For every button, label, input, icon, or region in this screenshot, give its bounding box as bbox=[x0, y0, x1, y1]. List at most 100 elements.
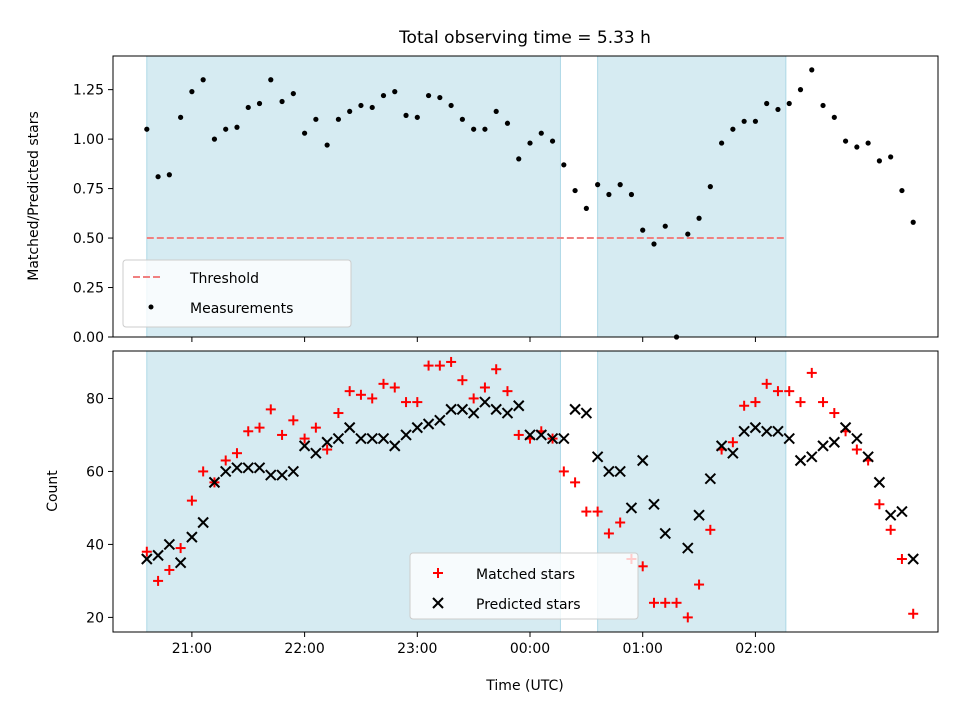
x-marker-b bbox=[682, 542, 694, 554]
x-marker-b bbox=[186, 531, 198, 543]
predicted-star-point bbox=[276, 469, 288, 481]
x-marker-b bbox=[760, 425, 773, 437]
x-marker-b bbox=[715, 440, 728, 452]
matched-star-point bbox=[389, 382, 400, 393]
x-marker-b bbox=[467, 407, 480, 419]
predicted-star-point bbox=[884, 509, 897, 521]
x-marker-b bbox=[839, 421, 852, 434]
count-y-tick-label: 20 bbox=[86, 610, 104, 626]
matched-star-point bbox=[705, 524, 716, 535]
x-marker-b bbox=[862, 451, 874, 463]
measurement-point bbox=[223, 126, 229, 132]
measurement-point bbox=[583, 205, 589, 211]
matched-star-point bbox=[434, 360, 445, 371]
count-y-axis-label: Count bbox=[45, 470, 61, 512]
x-marker-b bbox=[884, 509, 897, 521]
predicted-star-point bbox=[389, 440, 401, 452]
x-marker-b bbox=[332, 432, 345, 445]
matched-star-point bbox=[671, 597, 682, 608]
predicted-star-point bbox=[242, 462, 254, 474]
predicted-star-point bbox=[896, 505, 908, 518]
matched-star-point bbox=[829, 408, 840, 419]
x-tick-label: 02:00 bbox=[735, 641, 775, 657]
measurement-point bbox=[538, 130, 544, 136]
predicted-star-point bbox=[614, 465, 626, 478]
predicted-star-point bbox=[749, 421, 762, 434]
matched-star-point bbox=[761, 378, 772, 389]
matched-star-point bbox=[175, 543, 186, 554]
measurement-point bbox=[809, 67, 815, 73]
measurement-point bbox=[831, 114, 837, 120]
matched-star-point bbox=[333, 408, 344, 419]
x-marker-b bbox=[828, 436, 841, 448]
measurement-point bbox=[200, 77, 206, 83]
measurement-point bbox=[313, 116, 319, 122]
predicted-star-point bbox=[772, 425, 784, 437]
count-panel: 20 40 60 80 21:00 22:00 23:00 00:00 01:00 02:00 C… bbox=[45, 350, 939, 694]
matched-star-point bbox=[457, 375, 468, 386]
matched-star-point bbox=[243, 426, 254, 437]
predicted-star-point bbox=[873, 476, 886, 489]
predicted-star-point bbox=[174, 556, 187, 569]
x-marker-b bbox=[287, 465, 300, 478]
threshold-legend-label: Threshold bbox=[189, 271, 259, 287]
x-marker-b bbox=[298, 440, 311, 452]
matched-star-point bbox=[198, 466, 209, 477]
matched-star-point bbox=[141, 546, 152, 557]
matched-star-point bbox=[851, 444, 862, 455]
measurement-point bbox=[392, 89, 398, 95]
matched-star-point bbox=[164, 564, 175, 575]
ratio-legend-box bbox=[122, 259, 352, 328]
matched-star-point bbox=[277, 429, 288, 440]
measurement-point bbox=[324, 142, 330, 148]
x-marker-b bbox=[569, 403, 581, 416]
predicted-star-point bbox=[693, 509, 705, 521]
predicted-star-point bbox=[163, 538, 176, 551]
predicted-star-point bbox=[321, 436, 333, 448]
observing-window-1 bbox=[597, 55, 787, 338]
matched-star-point bbox=[378, 378, 389, 389]
measurement-point bbox=[786, 100, 792, 107]
matched-star-point bbox=[502, 386, 513, 397]
measurement-point bbox=[595, 182, 601, 188]
measurement-point bbox=[696, 215, 702, 221]
predicted-star-point bbox=[479, 396, 491, 408]
matched-star-point bbox=[818, 397, 829, 408]
predicted-star-point bbox=[366, 432, 378, 445]
matched-star-point bbox=[355, 389, 366, 400]
matched-star-point bbox=[401, 397, 412, 408]
x-marker-b bbox=[907, 553, 919, 565]
predicted-star-point bbox=[490, 403, 502, 416]
measurement-point bbox=[234, 124, 240, 130]
x-marker-b bbox=[772, 425, 784, 437]
x-marker-b bbox=[355, 432, 367, 445]
matched-star-point bbox=[908, 608, 919, 619]
predicted-star-point bbox=[704, 473, 717, 485]
predicted-star-point bbox=[287, 465, 300, 478]
x-marker-b bbox=[693, 509, 705, 521]
measurement-point bbox=[414, 114, 420, 120]
x-marker-b bbox=[659, 527, 671, 540]
predicted-star-point bbox=[715, 440, 728, 452]
predicted-star-point bbox=[760, 425, 773, 437]
ratio-y-tick-label: 0.25 bbox=[73, 281, 104, 297]
x-marker-b bbox=[242, 462, 254, 474]
measurement-point bbox=[730, 126, 736, 132]
x-marker-b bbox=[163, 538, 176, 551]
x-marker-b bbox=[366, 432, 378, 445]
matched-star-point bbox=[637, 561, 648, 572]
measurement-point bbox=[527, 140, 533, 146]
x-tick-label: 01:00 bbox=[623, 641, 663, 657]
x-marker-b bbox=[591, 451, 604, 463]
measurement-point bbox=[651, 241, 657, 247]
x-marker-b bbox=[558, 432, 570, 445]
matched-star-point bbox=[153, 575, 164, 586]
predicted-star-point bbox=[794, 454, 807, 467]
x-marker-b bbox=[253, 462, 266, 474]
measurement-point bbox=[471, 126, 477, 132]
predicted-legend-swatch bbox=[432, 597, 444, 609]
measurement-point bbox=[155, 174, 161, 180]
predicted-star-point bbox=[839, 421, 852, 434]
predicted-star-point bbox=[727, 447, 739, 459]
x-marker-b bbox=[422, 418, 435, 430]
